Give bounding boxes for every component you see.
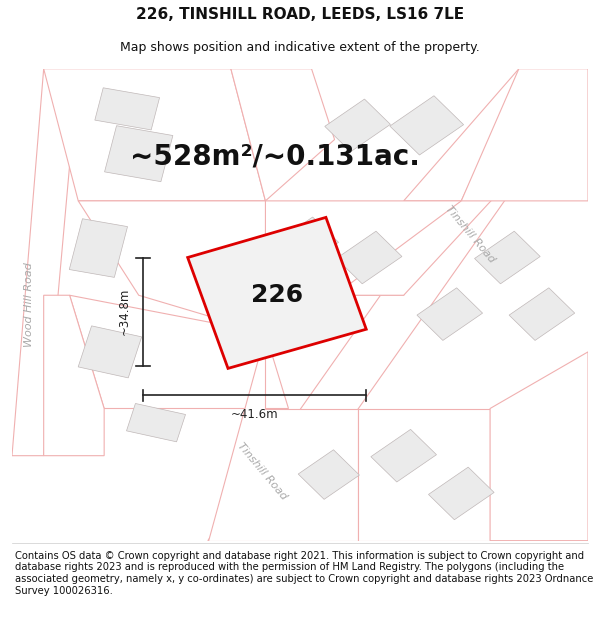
Polygon shape: [475, 231, 540, 284]
Polygon shape: [69, 219, 128, 278]
Polygon shape: [70, 295, 289, 409]
Text: ~34.8m: ~34.8m: [118, 288, 131, 336]
Polygon shape: [337, 231, 402, 284]
Polygon shape: [78, 326, 142, 378]
Text: Wood Hill Road: Wood Hill Road: [24, 262, 34, 347]
Polygon shape: [490, 352, 588, 541]
Polygon shape: [298, 450, 359, 499]
Text: ~528m²/~0.131ac.: ~528m²/~0.131ac.: [130, 142, 420, 170]
Polygon shape: [12, 69, 78, 456]
Polygon shape: [127, 404, 185, 442]
Text: Map shows position and indicative extent of the property.: Map shows position and indicative extent…: [120, 41, 480, 54]
Polygon shape: [325, 99, 391, 152]
Text: ~41.6m: ~41.6m: [231, 409, 278, 421]
Polygon shape: [371, 429, 436, 482]
Text: 226: 226: [251, 283, 303, 308]
Text: Contains OS data © Crown copyright and database right 2021. This information is : Contains OS data © Crown copyright and d…: [15, 551, 593, 596]
Polygon shape: [265, 201, 461, 295]
Polygon shape: [428, 467, 494, 520]
Polygon shape: [358, 409, 490, 541]
Polygon shape: [208, 139, 548, 541]
Polygon shape: [231, 69, 335, 201]
Polygon shape: [390, 96, 464, 155]
Text: Tinshill Road: Tinshill Road: [443, 204, 497, 264]
Polygon shape: [95, 88, 160, 130]
Polygon shape: [509, 288, 575, 341]
Polygon shape: [188, 217, 366, 368]
Polygon shape: [273, 217, 338, 269]
Polygon shape: [404, 69, 588, 201]
Polygon shape: [417, 288, 482, 341]
Text: 226, TINSHILL ROAD, LEEDS, LS16 7LE: 226, TINSHILL ROAD, LEEDS, LS16 7LE: [136, 7, 464, 22]
Polygon shape: [44, 69, 265, 201]
Polygon shape: [78, 201, 335, 333]
Polygon shape: [461, 69, 588, 201]
Polygon shape: [335, 139, 548, 295]
Polygon shape: [104, 126, 173, 182]
Polygon shape: [208, 333, 358, 541]
Polygon shape: [44, 295, 104, 456]
Text: Tinshill Road: Tinshill Road: [236, 441, 289, 501]
